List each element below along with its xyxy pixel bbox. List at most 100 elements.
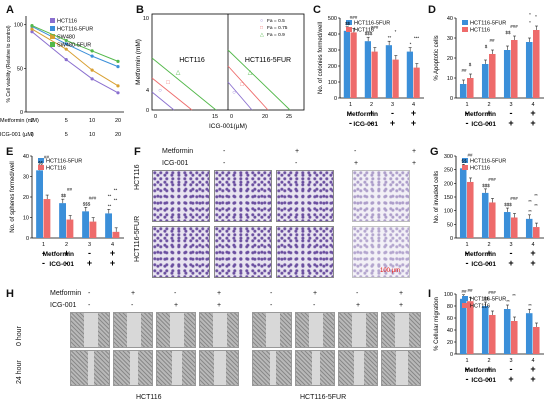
legend-label: SW480 bbox=[57, 35, 75, 41]
data-point: ○ bbox=[232, 90, 236, 96]
legend-swatch bbox=[462, 296, 468, 301]
y-tick-label: 100 bbox=[444, 292, 453, 298]
wound-healing-image bbox=[113, 312, 153, 348]
y-tick-label: 200 bbox=[444, 181, 453, 187]
series-line bbox=[31, 25, 119, 62]
wound-healing-image bbox=[338, 350, 378, 386]
data-point bbox=[90, 49, 94, 53]
significance-mark: $$ bbox=[38, 160, 44, 165]
icg-sign: - bbox=[370, 118, 373, 128]
data-point: □ bbox=[240, 82, 244, 88]
x-tick-label: 2 bbox=[65, 242, 68, 248]
significance-mark: ### bbox=[89, 195, 97, 200]
metformin-sign: - bbox=[42, 248, 45, 258]
isobole-line bbox=[227, 65, 269, 111]
x-tick-label: 2 bbox=[487, 242, 490, 248]
x-tick-label: 3 bbox=[88, 242, 91, 248]
chart-b: Metformin (mM) ICG-001(µM) HCT116 HCT116-5F… bbox=[135, 13, 305, 130]
legend-marker: △ bbox=[260, 32, 264, 38]
x-axis-label: ICG-001(µM) bbox=[209, 123, 247, 130]
metformin-sign: + bbox=[530, 108, 535, 118]
x-tick-label: 1 bbox=[465, 242, 468, 248]
metformin-sign: - bbox=[510, 364, 513, 374]
x-tick-label: 1 bbox=[465, 102, 468, 108]
h-met-sign: - bbox=[270, 290, 273, 297]
data-point bbox=[116, 84, 120, 88]
significance-mark: $$ bbox=[461, 158, 467, 163]
y-tick-label: 150 bbox=[444, 195, 453, 201]
bar bbox=[36, 170, 43, 238]
panel-letter-h: H bbox=[6, 288, 14, 300]
legend-label: Fa = 0.9 bbox=[267, 32, 285, 38]
significance-mark: ** bbox=[506, 299, 510, 304]
data-point bbox=[30, 30, 34, 34]
f-row-label-hct116-5fur: HCT116-5FUR bbox=[134, 215, 141, 262]
bar bbox=[89, 221, 97, 238]
bar bbox=[511, 321, 518, 354]
row-label-icg: ICG-001 bbox=[471, 121, 496, 128]
series-line bbox=[31, 28, 119, 87]
icg-sign: + bbox=[110, 258, 115, 268]
bar bbox=[364, 41, 371, 98]
wound-healing-image bbox=[295, 350, 335, 386]
y-tick-label: 200 bbox=[328, 64, 337, 70]
legend-marker: ○ bbox=[260, 18, 263, 24]
bar bbox=[459, 298, 467, 354]
icg-sign: - bbox=[466, 258, 469, 268]
bar bbox=[467, 301, 474, 354]
panel-f: Metformin ICG-001 - + - + - - + + HCT116… bbox=[134, 144, 428, 284]
y-tick-label: 30 bbox=[23, 175, 29, 181]
f-row-label-hct116: HCT116 bbox=[134, 164, 141, 190]
h-icg-label: ICG-001 bbox=[50, 302, 77, 309]
significance-mark: ### bbox=[510, 196, 518, 201]
legend-swatch bbox=[50, 18, 55, 23]
h-group-label-hct116-5fur: HCT116-5FUR bbox=[300, 394, 347, 401]
h-row-label-0h: 0 hour bbox=[16, 326, 23, 346]
metformin-sign: + bbox=[530, 248, 535, 258]
left-title: HCT116 bbox=[179, 57, 205, 64]
transwell-image bbox=[276, 226, 334, 278]
transwell-image bbox=[152, 226, 210, 278]
y-tick-label: 20 bbox=[447, 56, 453, 62]
significance-mark: ### bbox=[510, 24, 518, 29]
x-tick-label: 4 bbox=[531, 242, 534, 248]
row-label-metformin: Metformin bbox=[465, 367, 496, 374]
x-tick-label: 4 bbox=[412, 102, 415, 108]
bar bbox=[467, 78, 474, 98]
wound-healing-image bbox=[338, 312, 378, 348]
row-label-metformin: Metformin (mM) bbox=[0, 118, 39, 124]
y-tick-label: 30 bbox=[447, 36, 453, 42]
legend-label: HCT116 bbox=[46, 166, 66, 172]
y-tick-label: 0 bbox=[450, 96, 453, 102]
legend-swatch bbox=[462, 27, 468, 32]
wound-healing-image bbox=[70, 312, 110, 348]
panel-letter-a: A bbox=[6, 4, 14, 16]
wound-healing-image bbox=[199, 312, 239, 348]
panel-letter-i: I bbox=[428, 288, 432, 300]
x-tick-label: 0 bbox=[154, 114, 157, 120]
transwell-image bbox=[152, 170, 210, 222]
panel-letter-b: B bbox=[136, 4, 144, 16]
y-axis-label: No. of invaded cells bbox=[434, 171, 440, 223]
wound-healing-image bbox=[113, 350, 153, 386]
bar bbox=[82, 211, 89, 238]
wound-healing-image bbox=[381, 312, 421, 348]
f-icg-sign-4: + bbox=[412, 160, 417, 167]
significance-mark: ## bbox=[461, 289, 467, 294]
bar bbox=[511, 217, 518, 238]
x-tick-label: 2 bbox=[487, 358, 490, 364]
y-axis-label: % Apoptotic cells bbox=[434, 35, 440, 80]
h-row-label-24h: 24 hour bbox=[16, 360, 23, 384]
y-axis-label: Metformin (mM) bbox=[135, 39, 142, 85]
significance-mark: ** bbox=[528, 303, 532, 308]
significance-mark: ### bbox=[488, 177, 496, 182]
y-tick-label: 0 bbox=[450, 352, 453, 358]
legend-label: Fa = 0.75 bbox=[267, 25, 288, 31]
h-icg-sign: - bbox=[88, 302, 91, 309]
bar bbox=[459, 84, 467, 98]
legend-label: HCT116 bbox=[470, 304, 490, 310]
significance-mark: $$$ bbox=[83, 201, 91, 206]
y-axis-label: % Cell viability (Relative to control) bbox=[6, 25, 12, 102]
y-tick-label: 4 bbox=[146, 88, 149, 94]
data-point bbox=[116, 65, 120, 69]
